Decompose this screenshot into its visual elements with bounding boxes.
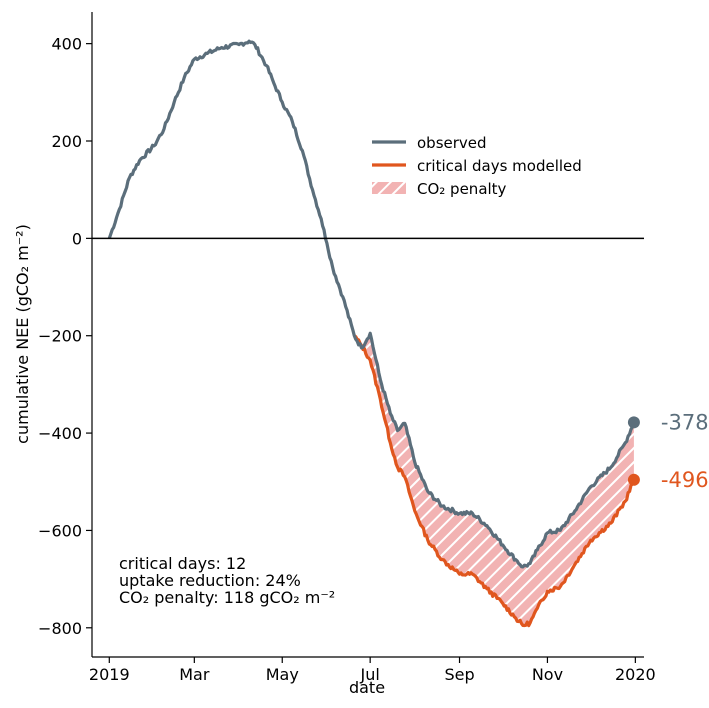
legend-label: critical days modelled — [417, 157, 582, 175]
x-tick-label: 2019 — [89, 665, 130, 684]
y-tick-label: −400 — [38, 424, 82, 443]
y-tick-label: 400 — [51, 35, 82, 54]
legend-label: observed — [417, 134, 487, 152]
x-tick-label: Jul — [360, 665, 380, 684]
x-tick-label: Nov — [532, 665, 563, 684]
end-point-marker — [627, 416, 640, 429]
y-tick-label: −600 — [38, 521, 82, 540]
x-tick-label: Mar — [179, 665, 210, 684]
penalty-area-layer — [354, 333, 634, 626]
y-axis-title: cumulative NEE (gCO₂ m⁻²) — [13, 224, 32, 444]
x-axis-title: date — [349, 678, 385, 697]
y-ticks: −800 −600 −400 −200 0 200 400 — [38, 35, 92, 638]
end-point-marker — [627, 473, 640, 486]
x-ticks: 2019 Mar May Jul Sep Nov 2020 — [89, 657, 656, 684]
x-tick-label: 2020 — [615, 665, 656, 684]
end-point-label: -496 — [661, 468, 709, 492]
y-tick-label: −200 — [38, 327, 82, 346]
legend-swatch — [372, 182, 406, 194]
annotation-line: critical days: 12 — [119, 554, 246, 573]
y-tick-label: 200 — [51, 132, 82, 151]
legend-label: CO₂ penalty — [417, 180, 507, 198]
end-point-label: -378 — [661, 410, 709, 434]
penalty-area — [354, 333, 634, 626]
end-points: -378 -496 — [627, 410, 709, 492]
series-line-modelled — [353, 334, 636, 628]
y-tick-label: −800 — [38, 619, 82, 638]
series-layer — [107, 39, 636, 628]
series-line-observed — [107, 39, 636, 569]
annotation-line: CO₂ penalty: 118 gCO₂ m⁻² — [119, 588, 335, 607]
x-tick-label: May — [266, 665, 299, 684]
x-tick-label: Sep — [444, 665, 474, 684]
legend: observed critical days modelled CO₂ penalt… — [372, 134, 582, 198]
axes — [91, 12, 644, 658]
annotation-line: uptake reduction: 24% — [119, 571, 301, 590]
y-tick-label: 0 — [72, 229, 82, 248]
